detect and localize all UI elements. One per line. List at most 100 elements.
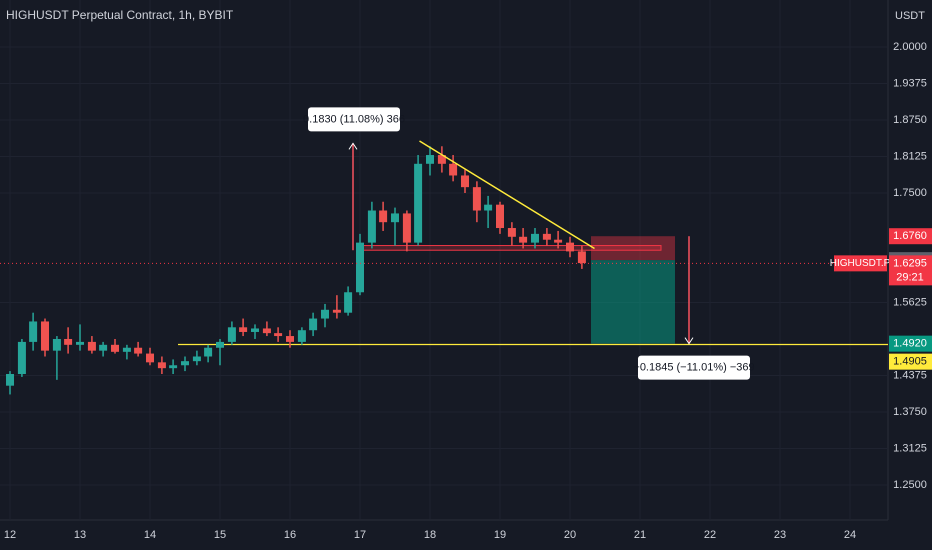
price-tag: [889, 353, 932, 370]
candle-body: [262, 328, 271, 334]
candle-body: [449, 163, 458, 176]
countdown-label: 29:21: [896, 271, 924, 283]
candle-body: [29, 321, 38, 342]
axis-unit: USDT: [895, 10, 925, 22]
candle-body: [146, 353, 155, 363]
candle-body: [437, 155, 446, 164]
candle-body: [460, 175, 469, 188]
symbol-tag-label: HIGHUSDT.P: [830, 258, 891, 269]
candle-body: [111, 344, 120, 352]
x-tick-label: 21: [634, 529, 646, 541]
y-tick-label: 1.8125: [893, 150, 927, 162]
candle-body: [472, 187, 481, 211]
x-tick-label: 14: [144, 529, 156, 541]
candle-body: [367, 210, 376, 243]
position-label: −0.1845 (−11.01%) −369: [633, 362, 754, 374]
candle-body: [344, 292, 353, 313]
measure-label: 0.1830 (11.08%) 366: [303, 113, 405, 125]
candle-body: [414, 163, 423, 243]
candle-body: [64, 338, 73, 345]
y-tick-label: 1.5625: [893, 296, 927, 308]
position-label-box: [637, 355, 750, 380]
current-price-label: 1.6295: [893, 257, 927, 269]
x-tick-label: 12: [4, 529, 16, 541]
measure-label-box: [308, 107, 401, 132]
candle-body: [484, 204, 493, 211]
candle-body: [542, 233, 551, 240]
candle-body: [87, 341, 96, 351]
candle-body: [239, 327, 248, 332]
current-price-tag: [889, 255, 932, 286]
candle-body: [76, 341, 85, 345]
chart-title: HIGHUSDT Perpetual Contract, 1h, BYBIT: [6, 8, 234, 22]
candle-body: [565, 242, 574, 252]
x-tick-label: 23: [774, 529, 786, 541]
stop-zone: [590, 236, 675, 261]
arrow-head: [684, 337, 694, 345]
candle-body: [530, 233, 539, 243]
candle-body: [356, 242, 365, 293]
candle-body: [157, 362, 166, 369]
y-tick-label: 1.8750: [893, 114, 927, 126]
arrow-head: [348, 142, 358, 150]
candle-body: [554, 239, 563, 243]
symbol-tag: [834, 255, 887, 272]
candle-body: [122, 347, 131, 352]
candle-body: [41, 321, 50, 351]
x-tick-label: 24: [844, 529, 856, 541]
y-tick-label: 2.0000: [893, 41, 927, 53]
candle-body: [251, 328, 260, 332]
y-tick-label: 1.3750: [893, 406, 927, 418]
candle-body: [227, 327, 236, 342]
x-tick-label: 20: [564, 529, 576, 541]
y-tick-label: 1.4375: [893, 369, 927, 381]
candle-body: [321, 309, 330, 319]
candle-body: [134, 347, 143, 354]
candle-body: [52, 338, 61, 351]
x-tick-label: 22: [704, 529, 716, 541]
price-tag-label: 1.4905: [893, 356, 927, 368]
candle-body: [6, 374, 15, 386]
y-tick-label: 1.7500: [893, 187, 927, 199]
candle-body: [216, 341, 225, 348]
candles: [6, 146, 586, 395]
candle-body: [507, 228, 516, 237]
candle-body: [309, 318, 318, 331]
overlays: 0.1830 (11.08%) 366 −0.1845 (−11.01%) −36…: [0, 107, 888, 380]
candle-body: [204, 347, 213, 357]
price-tag-label: 1.6760: [893, 230, 927, 242]
x-tick-label: 13: [74, 529, 86, 541]
candle-body: [402, 213, 411, 243]
x-tick-label: 19: [494, 529, 506, 541]
candle-body: [577, 251, 586, 264]
candle-body: [17, 341, 26, 375]
target-zone: [590, 260, 675, 344]
candle-body: [297, 330, 306, 342]
candle-body: [495, 204, 504, 229]
candle-body: [426, 155, 435, 164]
candle-body: [192, 356, 201, 362]
x-tick-label: 17: [354, 529, 366, 541]
y-tick-label: 1.2500: [893, 479, 927, 491]
candle-body: [379, 210, 388, 223]
candle-body: [169, 365, 178, 369]
candle-body: [391, 213, 400, 223]
x-tick-label: 16: [284, 529, 296, 541]
price-tag: [889, 228, 932, 245]
candle-body: [181, 361, 190, 366]
candle-body: [274, 333, 283, 337]
drawings: [178, 236, 888, 346]
y-tick-label: 1.9375: [893, 77, 927, 89]
price-tag-label: 1.4920: [893, 338, 927, 350]
x-tick-label: 18: [424, 529, 436, 541]
price-tag: [889, 335, 932, 352]
x-tick-label: 15: [214, 529, 226, 541]
trendline: [419, 140, 595, 250]
y-tick-label: 1.3125: [893, 442, 927, 454]
candle-body: [332, 309, 341, 313]
candle-body: [519, 236, 528, 243]
candle-body: [286, 336, 295, 342]
